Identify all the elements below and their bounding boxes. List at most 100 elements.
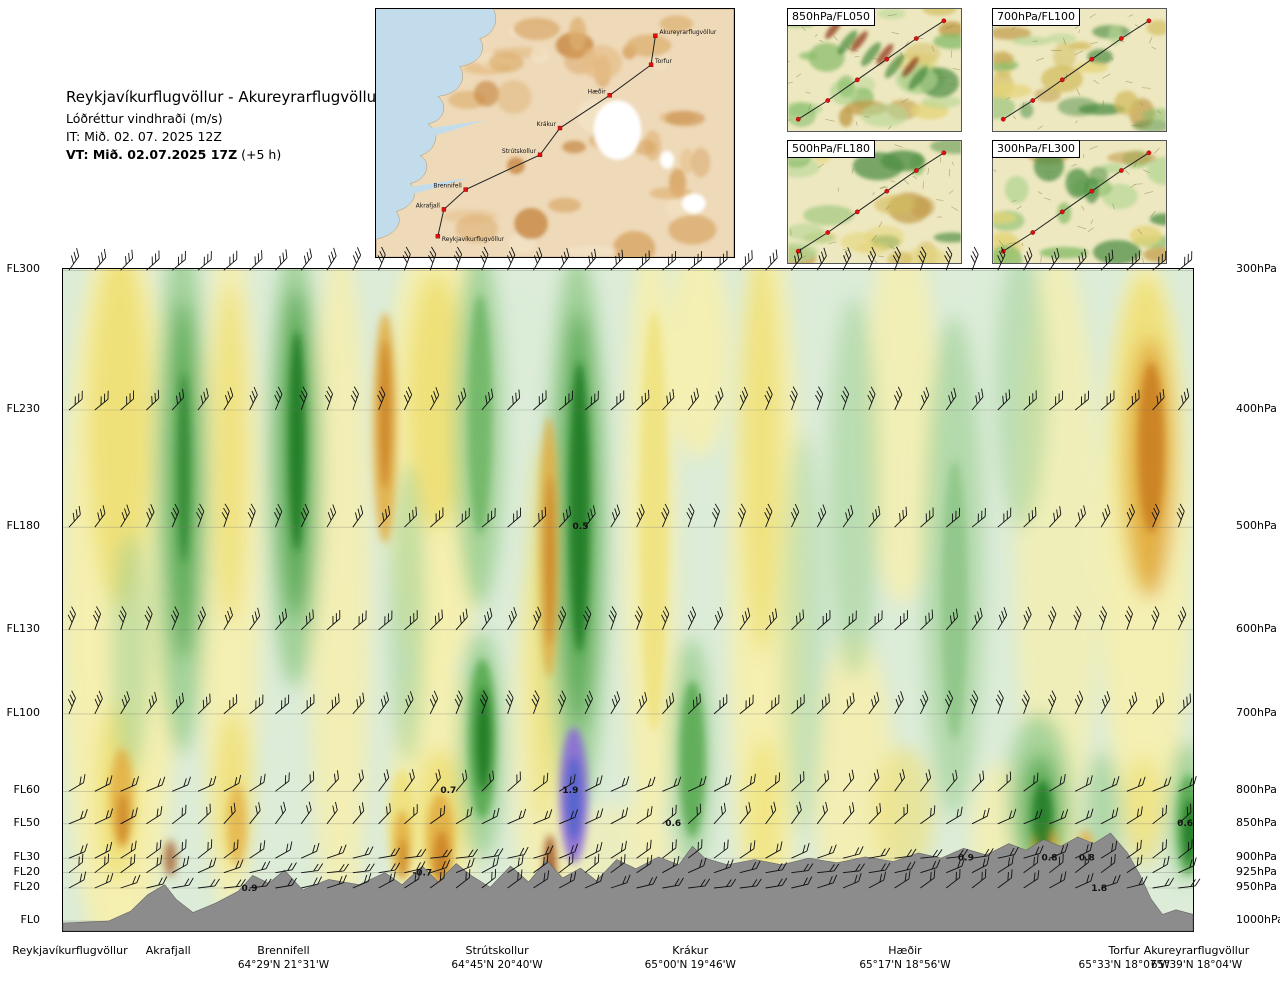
flight-level-axis: FL300 FL230 FL180 FL130 FL100 FL60 FL50 FL30 FL2… — [0, 0, 46, 981]
route-map-canvas: Reykjavíkurflugvöllur Akrafjall Brennifell… — [376, 9, 734, 257]
contour-labels: 0.5 0.7 1.9 0.6 0.6 0.9 0.8 0.8 -0.7 0.9 1.8 — [242, 522, 1194, 894]
flight-level-label: FL30 — [13, 850, 40, 864]
svg-text:0.6: 0.6 — [1177, 819, 1193, 829]
station-coords: 64°29'N 21°31'W — [237, 959, 330, 971]
pressure-label: 1000hPa — [1236, 913, 1280, 927]
route-station-labels: Reykjavíkurflugvöllur Akrafjall Brennifell… — [416, 29, 717, 243]
mini-route-line — [797, 20, 945, 120]
svg-text:Hæðir: Hæðir — [588, 88, 607, 95]
valid-time: VT: Mið. 02.07.2025 17Z (+5 h) — [66, 147, 282, 162]
glacier-icecaps — [593, 100, 706, 214]
mini-route-line — [797, 152, 945, 252]
route-overview-map: Reykjavíkurflugvöllur Akrafjall Brennifell… — [375, 8, 735, 258]
mini-wind-streaks — [993, 145, 1160, 264]
station-name: Akrafjall — [145, 944, 191, 957]
mini-map-850hpa: 850hPa/FL050 — [783, 8, 962, 132]
pressure-label: 900hPa — [1236, 850, 1277, 864]
cross-section-svg: 0.5 0.7 1.9 0.6 0.6 0.9 0.8 0.8 -0.7 0.9 1.8 — [62, 246, 1201, 932]
mini-map-label: 850hPa/FL050 — [787, 8, 876, 26]
pressure-label: 850hPa — [1236, 815, 1277, 829]
chart-subtitle: Lóðréttur vindhraði (m/s) — [66, 111, 223, 126]
mini-wind-streaks — [790, 144, 959, 265]
mini-field — [788, 9, 961, 128]
mini-wind-streaks — [1005, 13, 1162, 130]
wind-barbs — [67, 246, 1201, 889]
pressure-axis: 300hPa 400hPa 500hPa 600hPa 700hPa 800hPa 850h… — [1234, 0, 1280, 981]
init-time: IT: Mið. 02. 07. 2025 12Z — [66, 129, 222, 144]
pressure-label: 400hPa — [1236, 402, 1277, 415]
cross-section-chart: 0.5 0.7 1.9 0.6 0.6 0.9 0.8 0.8 -0.7 0.9 1.8 — [62, 246, 1201, 932]
mini-map-svg — [788, 141, 961, 265]
pressure-label: 700hPa — [1236, 705, 1277, 719]
flight-level-label: FL300 — [6, 262, 40, 276]
svg-text:0.8: 0.8 — [1042, 854, 1058, 864]
station-name: Reykjavíkurflugvöllur — [12, 944, 128, 957]
route-line — [437, 35, 656, 237]
station-coords: 65°00'N 19°46'W — [644, 959, 736, 971]
svg-text:-0.7: -0.7 — [412, 869, 432, 879]
mini-route-line — [1002, 152, 1150, 252]
mini-field — [788, 141, 961, 263]
svg-text:Akureyrarflugvöllur: Akureyrarflugvöllur — [659, 29, 717, 36]
mini-map-label: 300hPa/FL300 — [992, 140, 1081, 158]
station-name: Strútskollur — [465, 944, 529, 957]
mini-field — [993, 20, 1166, 131]
page-title: Reykjavíkurflugvöllur - Akureyrarflugvöl… — [66, 88, 383, 106]
station-name: Torfur — [1108, 944, 1140, 957]
mini-route-line — [1002, 20, 1150, 120]
station-axis: Reykjavíkurflugvöllur Akrafjall Brennifell… — [0, 944, 1280, 978]
mini-map-label: 700hPa/FL100 — [992, 8, 1081, 26]
svg-text:Akrafjall: Akrafjall — [416, 202, 441, 209]
svg-text:0.7: 0.7 — [440, 786, 456, 796]
pressure-label: 300hPa — [1236, 262, 1277, 276]
svg-text:0.9: 0.9 — [242, 884, 258, 894]
svg-text:0.9: 0.9 — [958, 854, 974, 864]
header: Reykjavíkurflugvöllur - Akureyrarflugvöl… — [66, 88, 386, 165]
flight-level-label: FL20 — [13, 879, 40, 893]
pressure-label: 925hPa — [1236, 864, 1277, 878]
svg-text:1.9: 1.9 — [562, 786, 578, 796]
station-coords: 65°39'N 18°04'W — [1150, 959, 1243, 971]
flight-level-label: FL100 — [6, 705, 40, 719]
flight-level-label: FL180 — [6, 519, 40, 533]
mini-map-svg — [993, 141, 1166, 264]
mini-map-label: 500hPa/FL180 — [787, 140, 876, 158]
flight-level-label: FL60 — [13, 783, 40, 797]
flight-level-label: FL50 — [13, 815, 40, 829]
mini-map-canvas — [993, 141, 1166, 264]
pressure-label: 950hPa — [1236, 879, 1277, 893]
svg-text:Krákur: Krákur — [537, 121, 557, 128]
flight-level-label: FL230 — [6, 402, 40, 415]
cross-section-canvas: 0.5 0.7 1.9 0.6 0.6 0.9 0.8 0.8 -0.7 0.9 1.8 — [62, 246, 1201, 932]
route-map-svg: Reykjavíkurflugvöllur Akrafjall Brennifell… — [376, 9, 734, 257]
mini-map-canvas — [783, 9, 961, 131]
route-markers — [435, 33, 658, 239]
station-coords: 65°33'N 18°07'W — [1078, 959, 1170, 971]
station-coords: 64°45'N 20°40'W — [451, 959, 543, 971]
svg-text:Strútskollur: Strútskollur — [502, 148, 537, 155]
station-name: Hæðir — [888, 944, 922, 957]
svg-text:0.5: 0.5 — [573, 522, 589, 532]
flight-level-label: FL130 — [6, 621, 40, 635]
svg-text:Brennifell: Brennifell — [433, 183, 462, 190]
station-coords: 65°17'N 18°56'W — [859, 959, 951, 971]
mini-map-svg — [783, 9, 961, 131]
station-name: Krákur — [672, 944, 709, 957]
flight-level-label: FL20 — [13, 864, 40, 878]
station-name: Brennifell — [257, 944, 310, 957]
svg-text:Torfur: Torfur — [654, 58, 673, 65]
mini-map-svg — [993, 9, 1166, 131]
svg-text:0.8: 0.8 — [1079, 854, 1095, 864]
pressure-label: 500hPa — [1236, 519, 1277, 533]
svg-text:Reykjavíkurflugvöllur: Reykjavíkurflugvöllur — [442, 236, 505, 243]
mini-map-500hpa: 500hPa/FL180 — [787, 140, 962, 265]
svg-text:0.6: 0.6 — [665, 819, 681, 829]
pressure-gridlines — [63, 269, 1193, 922]
pressure-label: 800hPa — [1236, 783, 1277, 797]
flight-level-label: FL0 — [20, 913, 40, 927]
mini-map-700hpa: 700hPa/FL100 — [992, 8, 1167, 132]
svg-text:1.8: 1.8 — [1091, 884, 1107, 894]
pressure-label: 600hPa — [1236, 621, 1277, 635]
station-name: Akureyrarflugvöllur — [1143, 944, 1250, 957]
